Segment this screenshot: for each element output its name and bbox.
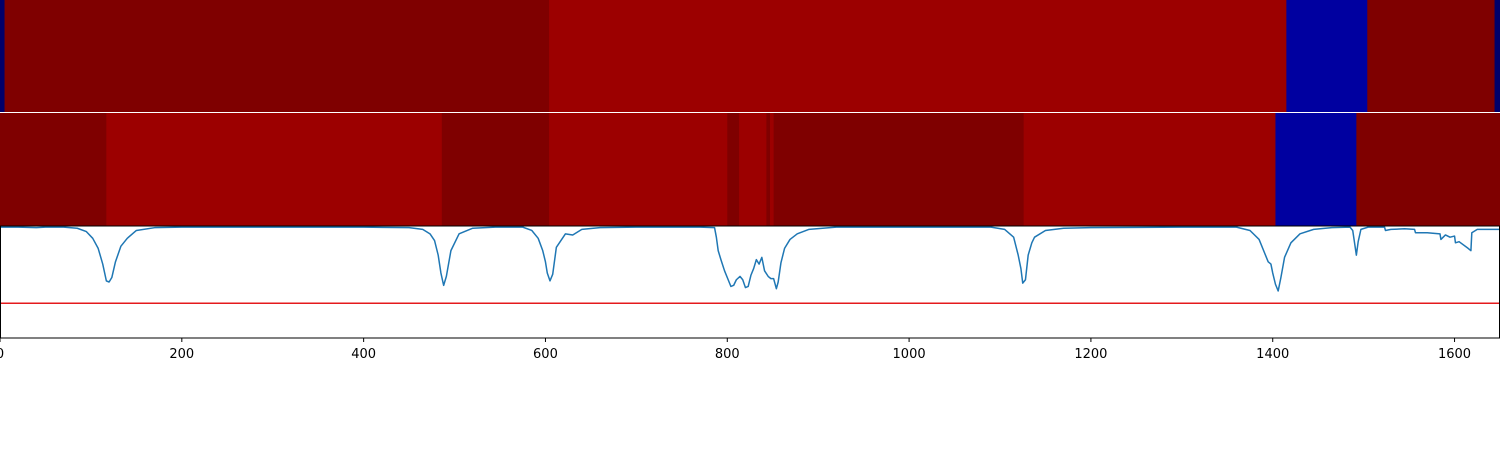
track-2-segment-0	[0, 113, 107, 226]
track-2-segment-1	[106, 113, 443, 226]
track-2-segment-6	[766, 113, 771, 226]
track-2-segment-2	[441, 113, 550, 226]
track-2-segment-11	[1356, 113, 1500, 226]
track-1-segment-2	[549, 0, 1287, 112]
x-axis: 0 200 400 600 800 1000 1200 1400 1600	[0, 338, 1471, 362]
track-2-segment-8	[773, 113, 1025, 226]
x-tick-label-1000: 1000	[893, 347, 926, 362]
x-tick-label-1400: 1400	[1256, 347, 1289, 362]
heatmap-track-2	[0, 113, 1500, 226]
track-2-segment-10	[1275, 113, 1357, 226]
track-2-segment-5	[739, 113, 767, 226]
x-tick-label-1200: 1200	[1074, 347, 1107, 362]
x-tick-label-1600: 1600	[1438, 347, 1471, 362]
track-1-segment-4	[1367, 0, 1496, 112]
x-tick-label-600: 600	[533, 347, 558, 362]
x-tick-label-0: 0	[0, 347, 4, 362]
track-1-segment-3	[1286, 0, 1368, 112]
track-2-segment-3	[549, 113, 728, 226]
heatmap-track-1	[0, 0, 1500, 112]
track-2-segment-9	[1023, 113, 1277, 226]
x-tick-label-200: 200	[169, 347, 194, 362]
track-1-segment-1	[4, 0, 550, 112]
signal-panel	[0, 225, 1500, 339]
x-tick-label-800: 800	[715, 347, 740, 362]
signal-line	[0, 226, 1500, 292]
x-tick-label-400: 400	[351, 347, 376, 362]
track-2-segment-7	[770, 113, 775, 226]
track-2-segment-4	[727, 113, 740, 226]
track-1-segment-5	[1494, 0, 1500, 112]
track-1-segment-0	[0, 0, 6, 112]
